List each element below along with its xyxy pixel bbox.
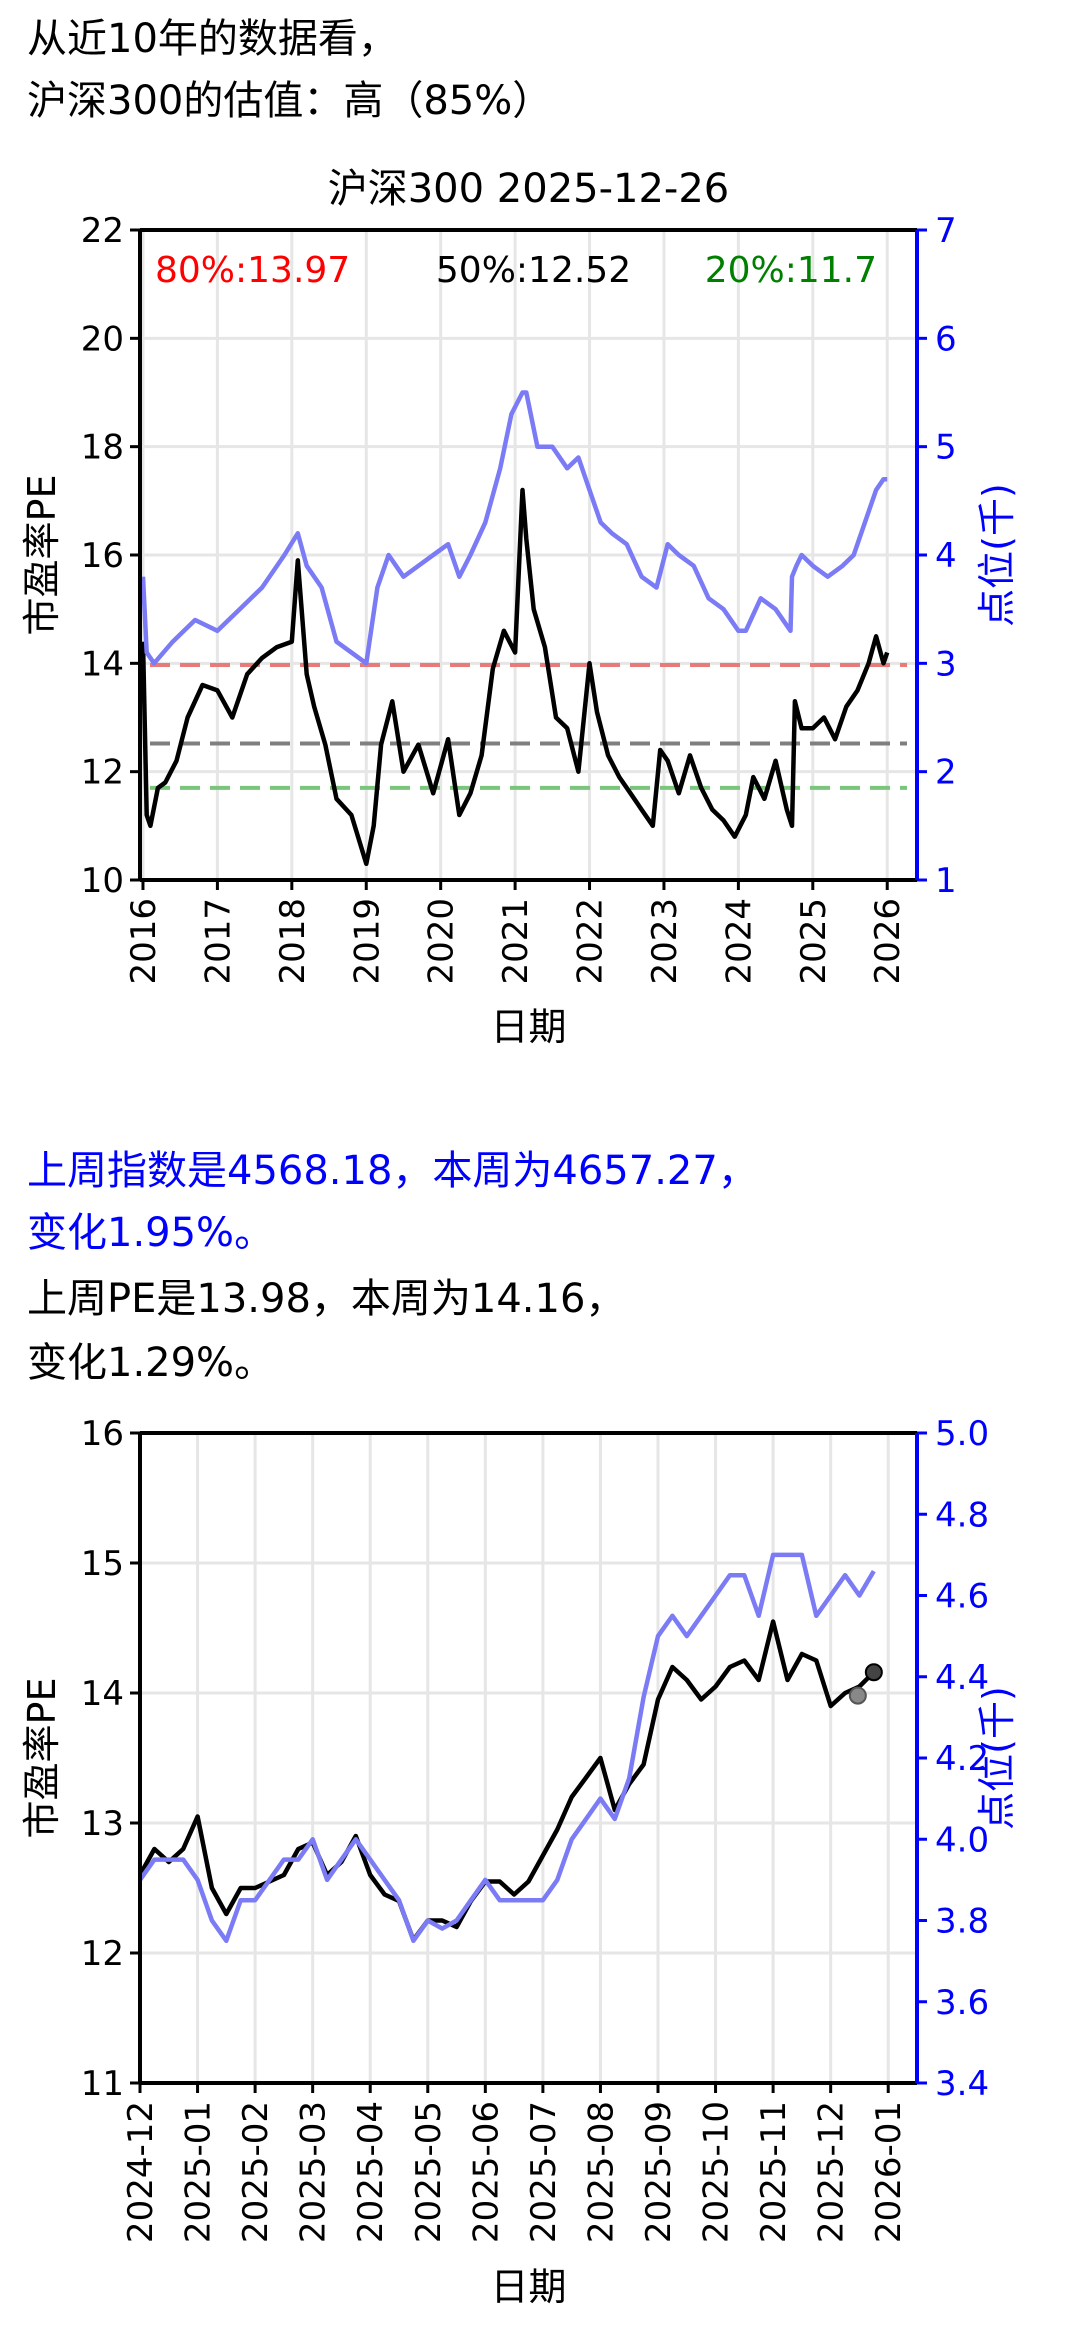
x-tick-label: 2016 xyxy=(124,898,164,985)
x-tick-label: 2023 xyxy=(645,898,685,985)
y2-tick-label: 4.2 xyxy=(935,1739,989,1779)
y-tick-label: 16 xyxy=(81,536,124,576)
y2-tick-label: 4.4 xyxy=(935,1658,989,1698)
pe-this-week-point xyxy=(864,1663,883,1682)
pe-change-line-2: 变化1.29%。 xyxy=(27,1340,275,1386)
y-tick-label: 12 xyxy=(81,753,124,793)
x-tick-label: 2025-12 xyxy=(812,2101,852,2243)
x-tick-label: 2025-04 xyxy=(351,2101,391,2243)
y2-tick-label: 3 xyxy=(935,644,957,684)
x-tick-label: 2022 xyxy=(571,898,611,985)
y2-axis-label: 点位(千) xyxy=(975,1686,1019,1830)
x-tick-label: 2025-05 xyxy=(409,2101,449,2243)
header-line-2: 沪深300的估值：高（85%） xyxy=(27,78,553,124)
x-tick-label: 2025-07 xyxy=(524,2101,564,2243)
y2-tick-label: 5 xyxy=(935,428,957,468)
x-tick-label: 2025-11 xyxy=(754,2101,794,2243)
pe-change-line-1: 上周PE是13.98，本周为14.16， xyxy=(27,1276,626,1322)
x-tick-label: 2025-06 xyxy=(466,2101,506,2243)
y-tick-label: 14 xyxy=(81,644,124,684)
y-tick-label: 14 xyxy=(81,1674,124,1714)
x-tick-label: 2025-08 xyxy=(581,2101,621,2243)
x-tick-label: 2024-12 xyxy=(121,2101,161,2243)
y2-tick-label: 4.6 xyxy=(935,1577,989,1617)
y-tick-label: 15 xyxy=(81,1544,124,1584)
y-axis-label: 市盈率PE xyxy=(20,1678,64,1839)
y-tick-label: 16 xyxy=(81,1414,124,1454)
y2-tick-label: 4.0 xyxy=(935,1820,989,1860)
y2-tick-label: 4.8 xyxy=(935,1495,989,1535)
y2-tick-label: 4 xyxy=(935,536,957,576)
index-series-line xyxy=(138,1552,876,1944)
y-tick-label: 10 xyxy=(81,861,124,901)
y-axis-label: 市盈率PE xyxy=(20,475,64,636)
x-tick-label: 2021 xyxy=(496,898,536,985)
index-change-line-2: 变化1.95%。 xyxy=(27,1210,275,1256)
y2-tick-label: 3.4 xyxy=(935,2064,989,2104)
index-change-line-1: 上周指数是4568.18，本周为4657.27， xyxy=(27,1148,758,1194)
pe-series-line xyxy=(140,487,890,867)
y-tick-label: 18 xyxy=(81,428,124,468)
chart-title: 沪深300 2025-12-26 xyxy=(328,166,730,212)
y-tick-label: 11 xyxy=(81,2064,124,2104)
header-line-1: 从近10年的数据看， xyxy=(27,16,398,62)
y-tick-label: 12 xyxy=(81,1934,124,1974)
x-tick-label: 2025 xyxy=(794,898,834,985)
percentile-label-50: 50%:12.52 xyxy=(436,250,631,291)
x-tick-label: 2018 xyxy=(273,898,313,985)
pe-series-line xyxy=(138,1619,876,1943)
y2-tick-label: 6 xyxy=(935,319,957,359)
y2-tick-label: 7 xyxy=(935,211,957,251)
y2-tick-label: 1 xyxy=(935,861,957,901)
x-tick-label: 2025-03 xyxy=(294,2101,334,2243)
y-tick-label: 13 xyxy=(81,1804,124,1844)
x-tick-label: 2024 xyxy=(719,898,759,985)
x-tick-label: 2026-01 xyxy=(869,2101,909,2243)
pe-history-chart: 沪深300 2025-12-26101214161820221234567201… xyxy=(20,166,1019,1049)
y2-axis-label: 点位(千) xyxy=(975,483,1019,627)
percentile-label-80: 80%:13.97 xyxy=(155,250,350,291)
x-axis-label: 日期 xyxy=(490,2265,566,2309)
percentile-label-20: 20%:11.7 xyxy=(705,250,877,291)
y-tick-label: 22 xyxy=(81,211,124,251)
x-tick-label: 2025-09 xyxy=(639,2101,679,2243)
x-tick-label: 2025-01 xyxy=(179,2101,219,2243)
x-tick-label: 2020 xyxy=(422,898,462,985)
x-tick-label: 2026 xyxy=(868,898,908,985)
y-tick-label: 20 xyxy=(81,319,124,359)
y2-tick-label: 3.8 xyxy=(935,1902,989,1942)
x-tick-label: 2025-02 xyxy=(236,2101,276,2243)
y2-tick-label: 3.6 xyxy=(935,1983,989,2023)
y2-tick-label: 5.0 xyxy=(935,1414,989,1454)
x-tick-label: 2017 xyxy=(198,898,238,985)
pe-last-week-point xyxy=(848,1686,867,1705)
x-tick-label: 2019 xyxy=(347,898,387,985)
x-tick-label: 2025-10 xyxy=(697,2101,737,2243)
x-axis-label: 日期 xyxy=(490,1005,566,1049)
index-series-line xyxy=(140,390,888,666)
y2-tick-label: 2 xyxy=(935,753,957,793)
